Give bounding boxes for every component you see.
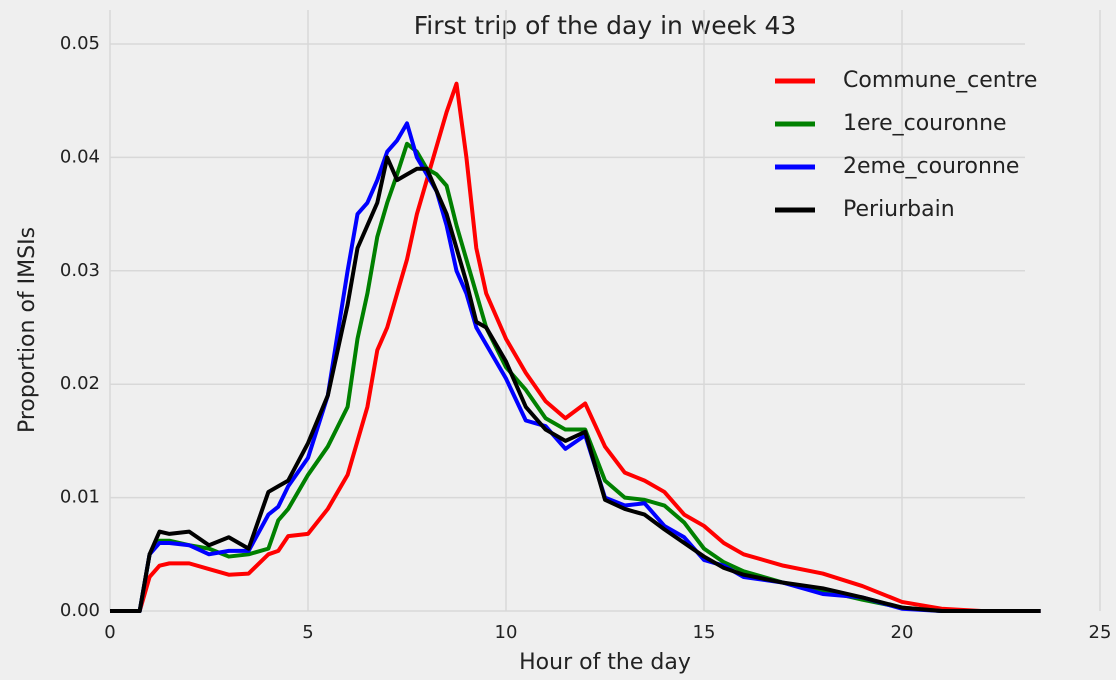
y-tick-label: 0.01 xyxy=(60,487,100,508)
legend-label: Periurbain xyxy=(843,197,955,222)
series-line xyxy=(110,155,1041,613)
x-tick-label: 15 xyxy=(693,622,716,643)
y-tick-label: 0.03 xyxy=(60,260,100,281)
y-tick-label: 0.00 xyxy=(60,600,100,621)
x-tick-label: 10 xyxy=(495,622,518,643)
legend-label: 2eme_couronne xyxy=(843,154,1019,179)
y-tick-label: 0.04 xyxy=(60,146,100,167)
legend-label: 1ere_couronne xyxy=(843,111,1007,136)
x-tick-label: 25 xyxy=(1089,622,1112,643)
chart-title: First trip of the day in week 43 xyxy=(414,11,797,40)
y-axis-label: Proportion of IMSIs xyxy=(15,227,40,433)
x-tick-label: 0 xyxy=(104,622,115,643)
x-tick-label: 20 xyxy=(891,622,914,643)
y-tick-label: 0.02 xyxy=(60,373,100,394)
legend-label: Commune_centre xyxy=(843,68,1037,93)
series-line xyxy=(110,81,1041,613)
y-tick-label: 0.05 xyxy=(60,33,100,54)
series-line xyxy=(110,141,1041,613)
x-axis-label: Hour of the day xyxy=(519,650,691,675)
x-tick-label: 5 xyxy=(302,622,313,643)
